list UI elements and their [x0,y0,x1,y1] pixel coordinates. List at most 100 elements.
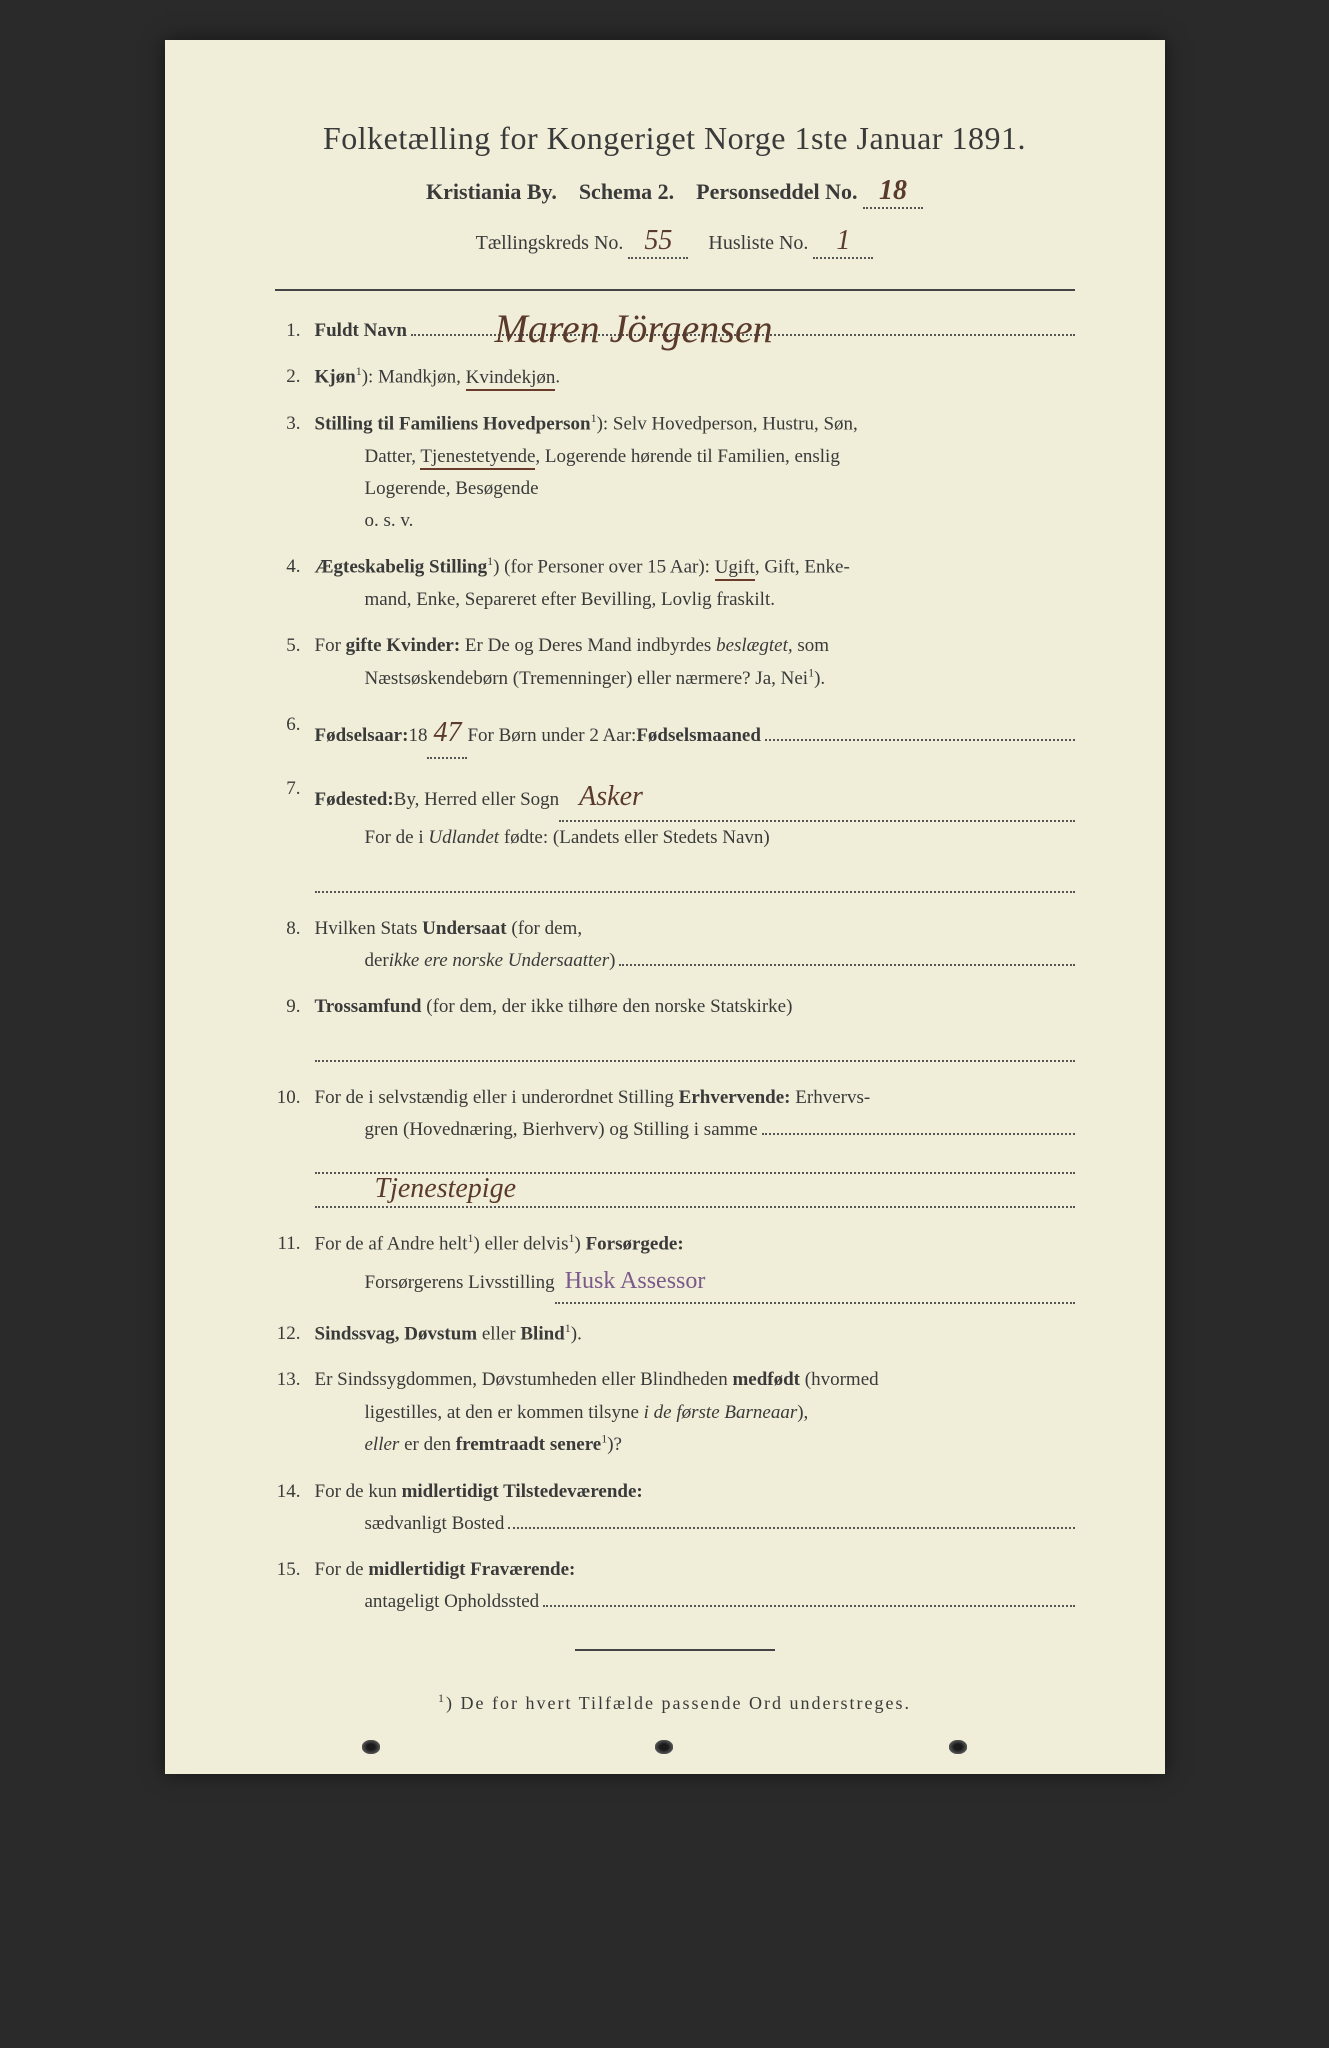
item-13-num: 13. [275,1364,315,1461]
item-14-fill [508,1510,1074,1529]
item-5-text2b: ). [814,668,825,689]
item-15-line2: antageligt Opholdssted [315,1586,1075,1618]
item-14-num: 14. [275,1476,315,1541]
item-5-num: 5. [275,630,315,695]
item-13-text2a: ligestilles, at den er kommen tilsyne [365,1402,644,1423]
item-11-text2: Forsørgerens Livsstilling [365,1267,555,1299]
item-6-texta: For Børn under 2 Aar: [467,720,636,752]
item-3-text2a: Datter, [365,446,421,467]
item-13-text3a: eller [365,1434,400,1455]
item-1-num: 1. [275,315,315,347]
item-11-line2: Forsørgerens Livsstilling Husk Assessor [315,1261,1075,1304]
item-6: 6. Fødselsaar: 1847 For Børn under 2 Aar… [275,709,1075,759]
item-11: 11. For de af Andre helt1) eller delvis1… [275,1228,1075,1303]
item-3-text1: ): Selv Hovedperson, Hustru, Søn, [597,413,858,434]
item-6-body: Fødselsaar: 1847 For Børn under 2 Aar: F… [315,709,1075,759]
item-9-body: Trossamfund (for dem, der ikke tilhøre d… [315,991,1075,1067]
item-11-text1c: ) [574,1234,585,1255]
item-15-num: 15. [275,1554,315,1619]
item-13-text1a: Er Sindssygdommen, Døvstumheden eller Bl… [315,1369,733,1390]
item-7-num: 7. [275,773,315,899]
hole-icon [949,1740,967,1754]
divider-top [275,289,1075,291]
item-7-text2c: fødte: (Landets eller Stedets Navn) [499,827,770,848]
item-15-label: midlertidigt Fraværende: [368,1559,575,1580]
item-6-fill [765,722,1075,741]
item-10-body: For de i selvstændig eller i underordnet… [315,1082,1075,1215]
item-4-text2: mand, Enke, Separeret efter Bevilling, L… [315,589,776,610]
item-13-text1b: (hvormed [800,1369,879,1390]
item-7-body: Fødested: By, Herred eller Sogn Asker Fo… [315,773,1075,899]
item-7-line2: For de i Udlandet fødte: (Landets eller … [315,827,770,848]
item-8-text1b: (for dem, [507,918,582,939]
item-13-text2b: i de første Barneaar [644,1402,798,1423]
item-3-text2b: , Logerende hørende til Familien, enslig [535,446,839,467]
item-1-value: Maren Jörgensen [495,295,1075,363]
schema-label: Schema 2. [579,179,674,204]
hole-icon [362,1740,380,1754]
item-1: 1. Fuldt Navn Maren Jörgensen [275,315,1075,347]
item-5-text1c: Er De og Deres Mand indbyrdes [460,635,716,656]
item-11-label: Forsørgede: [586,1234,684,1255]
item-1-body: Fuldt Navn Maren Jörgensen [315,315,1075,347]
item-13-line2: ligestilles, at den er kommen tilsyne i … [315,1402,809,1423]
item-10-label: Erhvervende: [679,1087,791,1108]
item-13-label2: fremtraadt senere [456,1434,601,1455]
item-6-num: 6. [275,709,315,759]
item-8-line2: der ikke ere norske Undersaatter) [315,945,1075,977]
item-12-textb: ). [571,1323,582,1344]
item-4: 4. Ægteskabelig Stilling1) (for Personer… [275,551,1075,616]
item-1-label: Fuldt Navn [315,315,407,347]
item-10-text2: gren (Hovednæring, Bierhverv) og Stillin… [365,1114,758,1146]
item-5-label: gifte Kvinder: [346,635,461,656]
item-11-text1b: ) eller delvis [474,1234,569,1255]
item-7-texta: By, Herred eller Sogn [394,784,560,816]
item-10-text1a: For de i selvstændig eller i underordnet… [315,1087,679,1108]
kreds-label: Tællingskreds No. [476,232,624,254]
item-14-label: midlertidigt Tilstedeværende: [402,1481,643,1502]
item-5-line2: Næstsøskendebørn (Tremenninger) eller næ… [315,668,826,689]
item-12-label2: Blind [520,1323,564,1344]
item-3-num: 3. [275,408,315,538]
item-3-body: Stilling til Familiens Hovedperson1): Se… [315,408,1075,538]
item-9-label: Trossamfund [315,996,422,1017]
item-15-texta: For de [315,1559,369,1580]
footnote: 1) De for hvert Tilfælde passende Ord un… [275,1691,1075,1714]
item-9-text: (for dem, der ikke tilhøre den norske St… [422,996,793,1017]
item-11-num: 11. [275,1228,315,1303]
item-10: 10. For de i selvstændig eller i underor… [275,1082,1075,1215]
item-11-body: For de af Andre helt1) eller delvis1) Fo… [315,1228,1075,1303]
subtitle-row: Kristiania By. Schema 2. Personseddel No… [275,175,1075,209]
item-10-fill1 [762,1116,1075,1135]
item-12: 12. Sindssvag, Døvstum eller Blind1). [275,1318,1075,1351]
item-8-text1a: Hvilken Stats [315,918,423,939]
item-11-text1a: For de af Andre helt [315,1234,468,1255]
item-2-text-a: ): Mandkjøn, [362,367,466,388]
item-8-fill [619,947,1074,966]
item-5-body: For gifte Kvinder: Er De og Deres Mand i… [315,630,1075,695]
item-3-text3: Logerende, Besøgende [315,478,539,499]
item-4-text1b: , Gift, Enke- [755,557,850,578]
item-3-label: Stilling til Familiens Hovedperson [315,413,591,434]
city-label: Kristiania By. [426,179,557,204]
item-7: 7. Fødested: By, Herred eller Sogn Asker… [275,773,1075,899]
husliste-no: 1 [813,225,873,259]
item-2-text-b: . [555,367,560,388]
item-9-fill [315,1034,1075,1062]
item-14-text2: sædvanligt Bosted [365,1508,505,1540]
item-10-text1b: Erhvervs- [791,1087,871,1108]
item-9: 9. Trossamfund (for dem, der ikke tilhør… [275,991,1075,1067]
item-12-num: 12. [275,1318,315,1351]
item-3: 3. Stilling til Familiens Hovedperson1):… [275,408,1075,538]
item-11-value: Husk Assessor [555,1261,1075,1304]
item-7-value: Asker [559,773,1074,823]
item-14-line2: sædvanligt Bosted [315,1508,1075,1540]
item-7-text2a: For de i [365,827,429,848]
item-7-label: Fødested: [315,784,394,816]
footnote-sup: 1 [438,1691,446,1705]
punch-holes [165,1740,1165,1754]
item-10-fill3: Tjenestepige [315,1180,1075,1208]
item-10-line2: gren (Hovednæring, Bierhverv) og Stillin… [315,1114,1075,1146]
item-15: 15. For de midlertidigt Fraværende: anta… [275,1554,1075,1619]
item-2-num: 2. [275,361,315,394]
